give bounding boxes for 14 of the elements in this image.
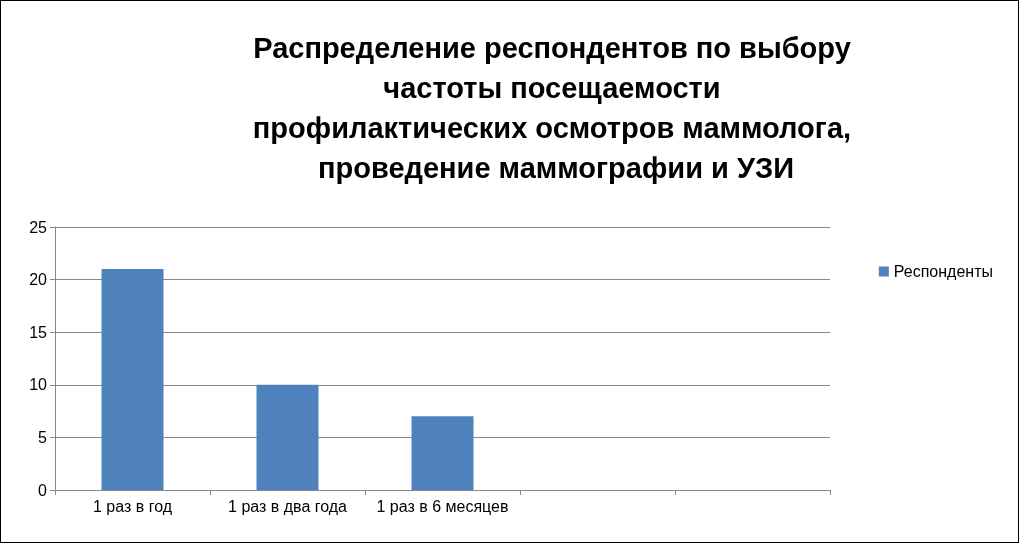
x-tick-label: 1 раз в 6 месяцев [376, 497, 509, 515]
bar [411, 416, 474, 490]
y-tick-label: 10 [29, 376, 48, 394]
x-tick-label: 1 раз в год [92, 497, 173, 515]
chart-title: Распределение респондентов по выбору частоты посещаемости профилактических осмотров маммолога, проведение маммографии и УЗИ [252, 32, 860, 184]
y-tick-label: 25 [29, 218, 48, 236]
y-tick-label: 5 [38, 428, 48, 446]
bar [101, 269, 164, 490]
y-tick-label: 20 [29, 271, 48, 289]
y-tick-label: 15 [29, 323, 48, 341]
legend-label: Респонденты [893, 263, 994, 280]
x-tick-label: 1 раз в два года [228, 497, 348, 515]
bar [256, 384, 319, 490]
y-tick-label: 0 [38, 481, 48, 499]
